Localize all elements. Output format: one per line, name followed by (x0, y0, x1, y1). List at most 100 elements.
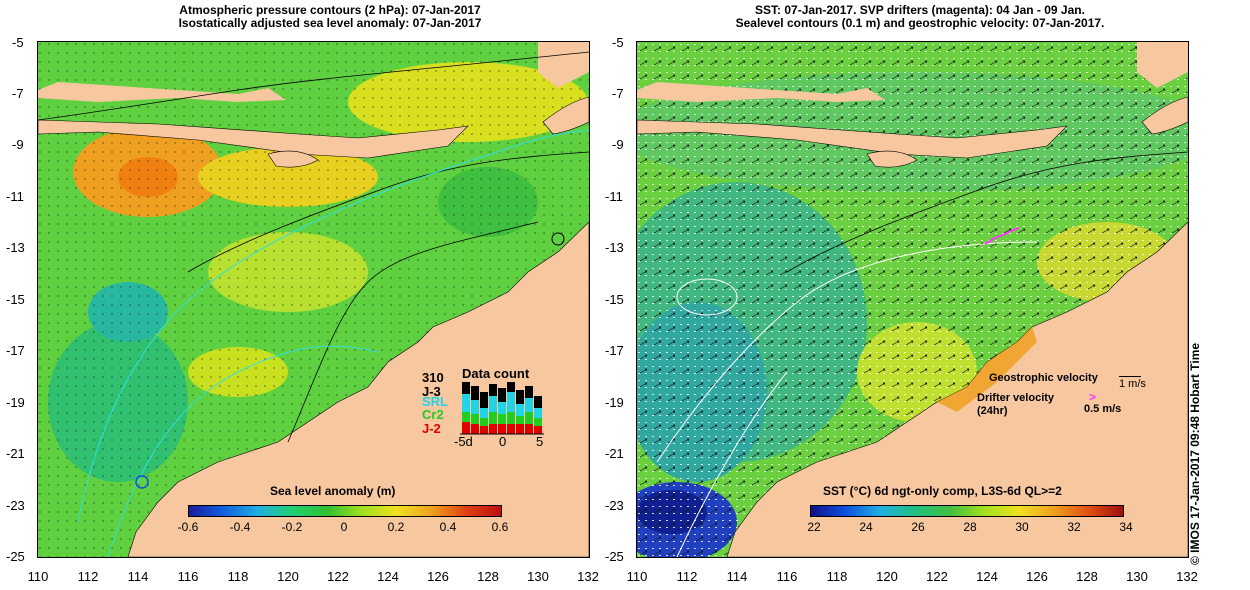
pressure-contour-2 (187, 151, 589, 273)
geostrophic-legend-label: Geostrophic velocity (989, 372, 1098, 384)
right-xlab-128: 128 (1076, 569, 1098, 584)
mission-310: 310 (422, 370, 444, 385)
right-ylab-15: -15 (605, 292, 624, 307)
sst-tick-3: 26 (911, 520, 925, 534)
left-ylab-19: -19 (6, 395, 25, 410)
right-ylab-5: -5 (612, 35, 624, 50)
sla-tick-3: -0.2 (281, 520, 303, 534)
dc-axis-0: 0 (499, 434, 507, 449)
sla-tick-2: -0.4 (229, 520, 251, 534)
right-xlab-122: 122 (926, 569, 948, 584)
left-ylab-15: -15 (6, 292, 25, 307)
data-count-title: Data count (462, 366, 530, 381)
right-xlab-130: 130 (1126, 569, 1148, 584)
left-map-frame (37, 41, 590, 558)
left-xlab-126: 126 (427, 569, 449, 584)
right-xlab-114: 114 (726, 569, 748, 584)
eddy-marker-2 (135, 475, 149, 489)
right-xlab-116: 116 (776, 569, 798, 584)
sst-nusa-tenggara (637, 119, 1068, 159)
right-ylab-17: -17 (605, 343, 624, 358)
cyan-contour-2 (107, 345, 379, 557)
left-xlab-116: 116 (177, 569, 199, 584)
left-ylab-7: -7 (12, 86, 24, 101)
dc-axis-5: 5 (536, 434, 544, 449)
mission-cr2: Cr2 (422, 407, 444, 422)
right-xlab-126: 126 (1026, 569, 1048, 584)
sla-tick-7: 0.6 (491, 520, 509, 534)
sealevel-contour (656, 241, 1038, 463)
sst-tick-1: 22 (807, 520, 821, 534)
left-xlab-132: 132 (577, 569, 599, 584)
bar-col-6 (507, 382, 515, 434)
left-ylab-11: -11 (6, 189, 24, 204)
sst-tick-2: 24 (859, 520, 873, 534)
sea-level-map[interactable]: Sea level anomaly (m) -0.6 -0.4 -0.2 0 0… (38, 42, 589, 557)
right-ylab-7: -7 (612, 86, 624, 101)
imos-credit: © IMOS 17-Jan-2017 09:48 Hobart Time (1188, 342, 1202, 565)
sea-level-map-svg (38, 42, 589, 557)
right-ylab-21: -21 (605, 446, 624, 461)
mission-j3: J-3 (422, 384, 441, 399)
right-ylab-25: -25 (605, 549, 624, 564)
sst-map-svg (637, 42, 1188, 557)
left-ylab-17: -17 (6, 343, 25, 358)
warm-coastal-strip (937, 327, 1037, 412)
sla-tick-4: 0 (340, 520, 348, 534)
sst-timor (1141, 96, 1188, 135)
sst-java-island (637, 82, 885, 102)
sst-tick-6: 32 (1067, 520, 1081, 534)
mission-srl: SRL (422, 394, 448, 409)
left-ylab-5: -5 (12, 35, 24, 50)
right-xlab-124: 124 (976, 569, 998, 584)
bar-col-7 (516, 390, 524, 434)
sla-tick-1: -0.6 (177, 520, 199, 534)
cyan-contour (77, 129, 589, 523)
drifter-scale-arrow-icon: > (1089, 390, 1097, 404)
pressure-contour (38, 51, 589, 121)
left-xlab-120: 120 (277, 569, 299, 584)
right-xlab-110: 110 (626, 569, 648, 584)
drifter-scale-label: 0.5 m/s (1084, 403, 1122, 415)
left-xlab-124: 124 (377, 569, 399, 584)
left-ylab-13: -13 (6, 240, 25, 255)
bar-col-4 (489, 384, 497, 434)
right-ylab-19: -19 (605, 395, 624, 410)
left-ylab-9: -9 (12, 137, 24, 152)
bar-col-8 (525, 386, 533, 434)
sst-sumba (866, 150, 918, 168)
right-ylab-9: -9 (612, 137, 624, 152)
left-xlab-118: 118 (227, 569, 249, 584)
left-xlab-122: 122 (327, 569, 349, 584)
left-title: Atmospheric pressure contours (2 hPa): 0… (120, 4, 540, 30)
sla-tick-5: 0.2 (387, 520, 405, 534)
sst-colorbar-title: SST (°C) 6d ngt-only comp, L3S-6d QL>=2 (823, 484, 1062, 498)
dc-axis-m5: -5d (454, 434, 473, 449)
left-ylab-23: -23 (6, 498, 25, 513)
sst-sulawesi (1137, 42, 1188, 88)
australia-land (127, 221, 589, 557)
bar-col-3 (480, 392, 488, 434)
left-ylab-25: -25 (6, 549, 25, 564)
geostrophic-scale-label: 1 m/s (1119, 378, 1146, 390)
right-title-line2: Sealevel contours (0.1 m) and geostrophi… (735, 16, 1105, 30)
java-island (38, 82, 286, 102)
bar-col-9 (534, 396, 542, 434)
bar-col-1 (462, 382, 470, 434)
right-title-line1: SST: 07-Jan-2017. SVP drifters (magenta)… (755, 3, 1085, 17)
data-count-bars (460, 382, 544, 435)
sealevel-eddy (676, 278, 738, 316)
sealevel-contour-2 (676, 371, 788, 557)
mission-j2: J-2 (422, 421, 441, 436)
sla-colorbar-title: Sea level anomaly (m) (270, 484, 396, 498)
drifter-legend-label: Drifter velocity (977, 392, 1055, 404)
timor-island (542, 96, 589, 135)
sst-pressure-contour (786, 151, 1188, 273)
nusa-tenggara-islands (38, 119, 469, 159)
pressure-contour-3 (287, 221, 539, 443)
right-ylab-23: -23 (605, 498, 624, 513)
sst-map[interactable]: Geostrophic velocity 1 m/s Drifter veloc… (637, 42, 1188, 557)
sst-tick-7: 34 (1119, 520, 1133, 534)
right-map-frame (636, 41, 1189, 558)
left-xlab-130: 130 (527, 569, 549, 584)
